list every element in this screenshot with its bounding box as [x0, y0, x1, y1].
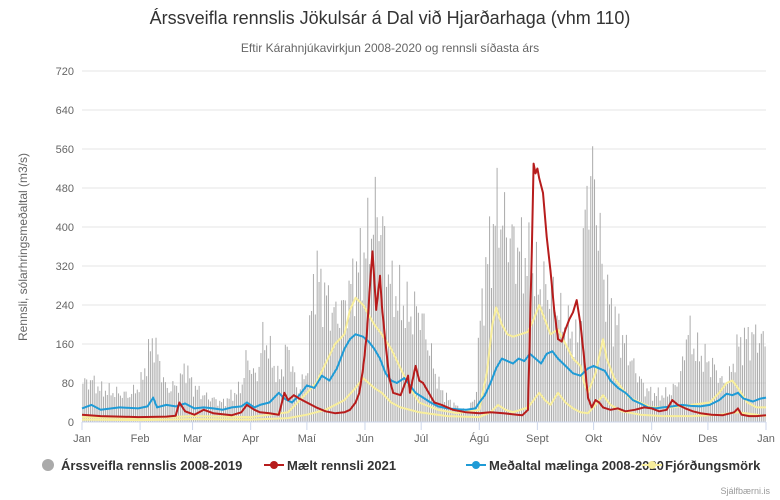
series-line-4	[81, 377, 767, 422]
x-tick-label: Jún	[356, 433, 374, 445]
legend[interactable]: Árssveifla rennslis 2008-2019 Mælt rennsl…	[42, 458, 761, 473]
legend-symbol	[42, 459, 54, 471]
x-tick-label: Apr	[242, 433, 259, 445]
series-line-1	[81, 162, 767, 419]
x-tick-label: Des	[698, 433, 718, 445]
x-tick-label: Sept	[526, 433, 549, 445]
y-tick-label: 400	[56, 222, 74, 234]
legend-marker	[270, 461, 278, 469]
x-tick-label: Ágú	[469, 432, 489, 445]
legend-item-label: Árssveifla rennslis 2008-2019	[61, 458, 242, 473]
x-tick-label: Okt	[585, 433, 602, 445]
lines-layer	[81, 162, 767, 422]
legend-item-label: Meðaltal mælinga 2008-2020	[489, 458, 664, 473]
x-tick-label: Feb	[131, 433, 150, 445]
y-tick-label: 160	[56, 339, 74, 351]
y-tick-label: 320	[56, 261, 74, 273]
y-tick-label: 720	[56, 66, 74, 78]
chart-title: Árssveifla rennslis Jökulsár á Dal við H…	[150, 8, 631, 28]
legend-item-label: Mælt rennsli 2021	[287, 458, 396, 473]
x-tick-label: Nóv	[642, 433, 662, 445]
y-tick-label: 560	[56, 144, 74, 156]
x-tick-label: Maí	[298, 433, 316, 445]
x-tick-label: Mar	[183, 433, 202, 445]
legend-marker	[648, 461, 656, 469]
legend-marker	[472, 461, 480, 469]
y-tick-label: 480	[56, 183, 74, 195]
y-tick-label: 640	[56, 105, 74, 117]
y-tick-label: 240	[56, 300, 74, 312]
y-tick-label: 80	[62, 378, 74, 390]
y-tick-label: 0	[68, 417, 74, 429]
chart-subtitle: Eftir Kárahnjúkavirkjun 2008-2020 og ren…	[241, 41, 539, 55]
legend-item-label: Fjórðungsmörk	[665, 458, 761, 473]
x-tick-label: Júl	[414, 433, 428, 445]
chart-credit[interactable]: Sjálfbærni.is	[720, 486, 770, 496]
axis-layer: 0 80 160 240 320 400 480 560 640 720 Jan Feb Mar Apr M…	[56, 66, 775, 445]
x-tick-label: Jan	[757, 433, 775, 445]
bars-layer	[82, 146, 766, 422]
x-tick-label: Jan	[73, 433, 91, 445]
grid-layer	[82, 70, 766, 423]
y-axis-label: Rennsli, sólarhringsmeðaltal (m3/s)	[16, 153, 30, 341]
